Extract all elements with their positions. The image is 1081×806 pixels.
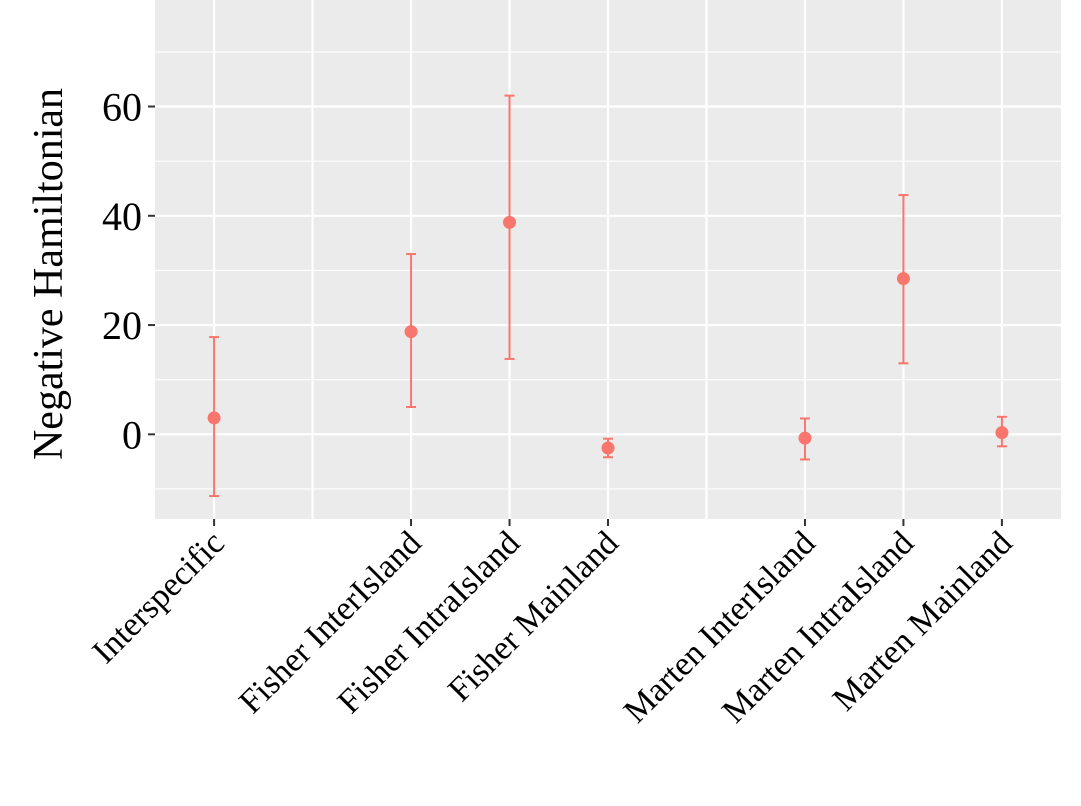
data-marks [207,94,1009,498]
y-tick-label: 0 [122,412,142,457]
y-tick-label: 20 [102,303,142,348]
x-tick-label: Fisher Mainland [441,524,625,708]
data-point [798,431,812,445]
y-tick-label: 40 [102,194,142,239]
y-axis-title: Negative Hamiltonian [26,88,72,460]
data-point [207,411,221,425]
data-point [404,325,418,339]
y-tick-label: 60 [102,85,142,130]
x-tick-label: Fisher IntraIsland [331,524,527,720]
x-tick-label: Fisher InterIsland [232,524,428,720]
x-tick-label: Marten Mainland [826,524,1020,718]
data-point [503,215,517,229]
data-point [896,272,910,286]
data-point [601,441,615,455]
x-tick-label: Interspecific [85,524,231,670]
data-point [995,426,1009,440]
y-axis-ticks: 0 20 40 60 [102,85,155,457]
